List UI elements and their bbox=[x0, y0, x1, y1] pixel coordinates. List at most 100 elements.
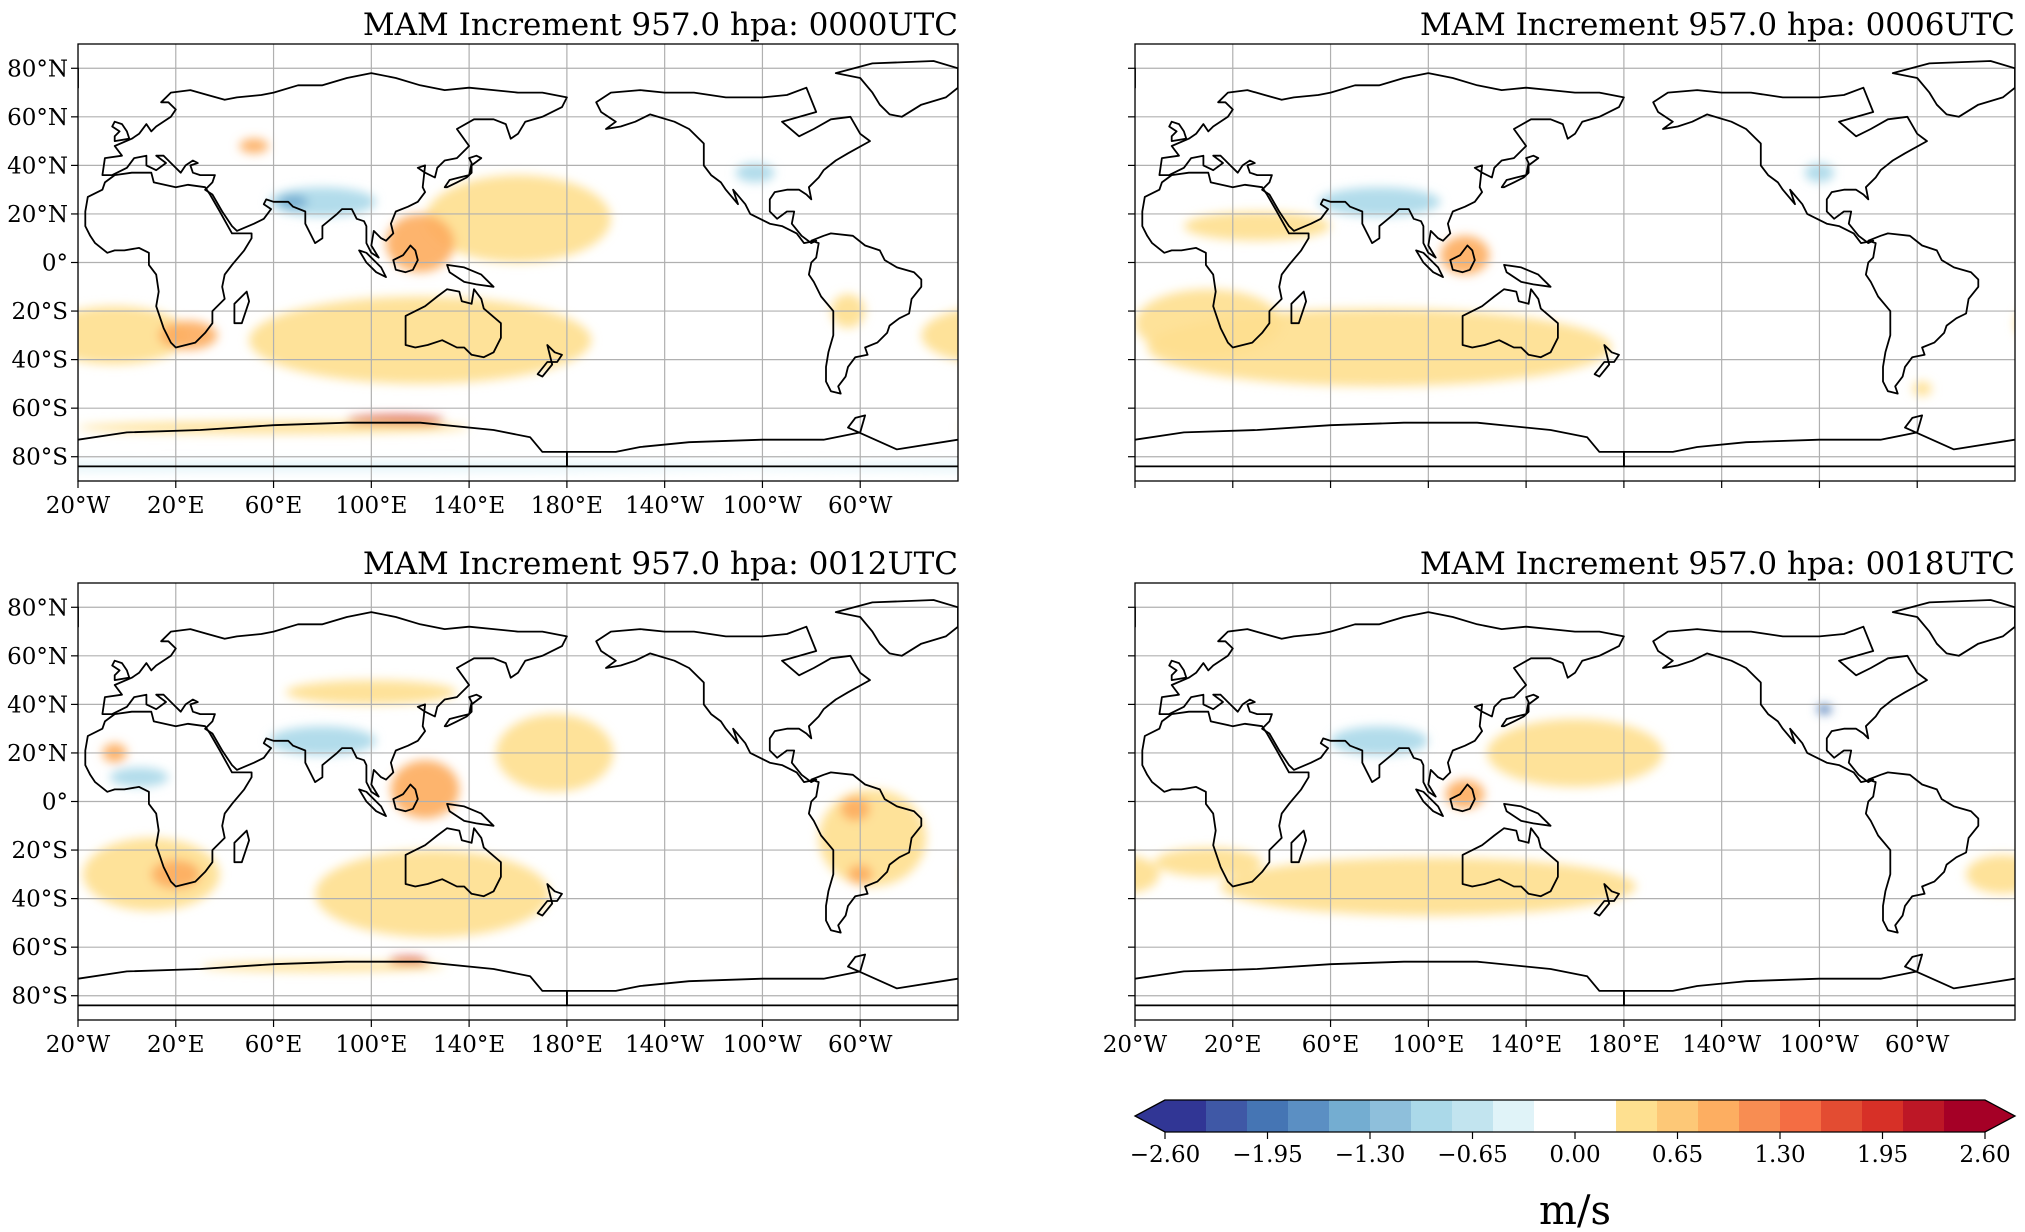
coastline bbox=[1865, 232, 1980, 395]
colorbar-swatch bbox=[1698, 1100, 1740, 1132]
coastline bbox=[1461, 288, 1559, 359]
colorbar-swatch bbox=[1411, 1100, 1453, 1132]
coastline bbox=[111, 120, 131, 142]
coastline bbox=[1449, 244, 1476, 274]
lat-tick-label: 40°N bbox=[7, 153, 68, 179]
coastline bbox=[358, 788, 387, 817]
increment-blob bbox=[735, 162, 775, 183]
coastline bbox=[101, 72, 568, 259]
colorbar-swatch bbox=[1944, 1100, 1986, 1132]
colorbar-swatch bbox=[1575, 1100, 1617, 1132]
lon-tick-label: 100°W bbox=[723, 1032, 802, 1058]
coastline bbox=[1135, 606, 1136, 628]
colorbar-tick-label: 0.00 bbox=[1549, 1142, 1600, 1168]
colorbar-swatch bbox=[1616, 1100, 1658, 1132]
coastline bbox=[1593, 883, 1620, 917]
increment-blob bbox=[390, 760, 460, 819]
increment-blob bbox=[1966, 854, 2015, 894]
colorbar-tick-label: 0.65 bbox=[1652, 1142, 1703, 1168]
coastline bbox=[443, 154, 483, 189]
increment-blob bbox=[990, 768, 1049, 787]
map-panel-2: MAM Increment 957.0 hpa: 0006UTC bbox=[986, 7, 2016, 488]
coastline bbox=[1141, 710, 1310, 888]
colorbar-min-extend bbox=[1135, 1100, 1165, 1132]
coastline bbox=[84, 710, 253, 888]
lat-tick-label: 60°N bbox=[7, 644, 68, 670]
colorbar-swatch bbox=[1903, 1100, 1945, 1132]
coastline bbox=[446, 264, 495, 288]
colorbar-unit-label: m/s bbox=[1539, 1188, 1611, 1232]
coastline bbox=[566, 414, 958, 468]
map-panel-1: 80°N 60°N 40°N 20°N 0° 20°S 40°S 60°S 80°S 20°E 60… bbox=[7, 7, 1129, 519]
colorbar-swatch bbox=[1739, 1100, 1781, 1132]
increment-blob bbox=[249, 296, 592, 384]
lon-tick-label: 100°E bbox=[335, 493, 407, 519]
colorbar-tick-label: 1.95 bbox=[1857, 1142, 1908, 1168]
lon-tick-label: 60°W bbox=[1885, 1032, 1950, 1058]
lon-tick-label: 180°E bbox=[531, 493, 603, 519]
lon-tick-label: 100°E bbox=[335, 1032, 407, 1058]
colorbar-swatch bbox=[1821, 1100, 1863, 1132]
colorbar-swatch bbox=[1206, 1100, 1248, 1132]
lon-tick-label: 180°E bbox=[1588, 1032, 1660, 1058]
increment-blob bbox=[1912, 381, 1932, 397]
coastline bbox=[1503, 264, 1552, 288]
lat-tick-label: 40°S bbox=[11, 348, 68, 374]
coastline bbox=[101, 611, 568, 798]
coastline bbox=[808, 771, 923, 934]
lon-tick-label: 60°W bbox=[828, 493, 893, 519]
increment-field bbox=[82, 680, 1100, 972]
lon-tick-label: 140°E bbox=[433, 493, 505, 519]
coastline bbox=[1114, 292, 1129, 324]
coastline bbox=[1158, 611, 1625, 798]
increment-blob bbox=[982, 743, 1006, 762]
colorbar-swatch bbox=[1862, 1100, 1904, 1132]
increment-blob bbox=[1135, 289, 1282, 358]
lat-tick-label: 60°N bbox=[7, 105, 68, 131]
lon-tick-label: 20°E bbox=[147, 1032, 205, 1058]
panel-title: MAM Increment 957.0 hpa: 0018UTC bbox=[1420, 546, 2015, 582]
coastline bbox=[358, 249, 387, 278]
colorbar-tick-label: −2.60 bbox=[1130, 1142, 1200, 1168]
lat-tick-label: 40°S bbox=[11, 887, 68, 913]
increment-blob bbox=[158, 320, 218, 350]
coastlines bbox=[78, 599, 958, 1007]
panel-title: MAM Increment 957.0 hpa: 0000UTC bbox=[363, 7, 958, 43]
coastline bbox=[446, 803, 495, 827]
increment-field bbox=[1135, 704, 2015, 916]
coastline bbox=[1461, 827, 1559, 898]
coastline bbox=[1865, 771, 1980, 934]
lat-tick-label: 20°N bbox=[7, 202, 68, 228]
coastline bbox=[233, 829, 250, 864]
lon-tick-label: 60°E bbox=[245, 1032, 303, 1058]
increment-blob bbox=[963, 838, 1100, 911]
lat-tick-label: 0° bbox=[42, 251, 68, 277]
lon-tick-label: 20°W bbox=[46, 493, 111, 519]
coastline bbox=[536, 883, 563, 917]
colorbar-tick-label: 2.60 bbox=[1959, 1142, 2010, 1168]
coastline bbox=[1503, 803, 1552, 827]
lon-tick-label: 20°W bbox=[46, 1032, 111, 1058]
gridlines bbox=[78, 44, 958, 481]
lat-tick-label: 40°N bbox=[7, 692, 68, 718]
colorbar-swatch bbox=[1780, 1100, 1822, 1132]
coastlines bbox=[1135, 599, 2015, 1007]
colorbar-tick-label: −0.65 bbox=[1437, 1142, 1507, 1168]
coastline bbox=[1891, 599, 2015, 657]
coastline bbox=[1415, 249, 1444, 278]
lon-tick-label: 100°E bbox=[1392, 1032, 1464, 1058]
colorbar-swatch bbox=[1288, 1100, 1330, 1132]
lon-tick-label: 20°E bbox=[1204, 1032, 1262, 1058]
coastline bbox=[1290, 829, 1307, 864]
lat-tick-label: 20°N bbox=[7, 741, 68, 767]
coastline bbox=[1500, 154, 1540, 189]
coastline bbox=[595, 625, 871, 783]
coastline bbox=[404, 827, 502, 898]
coastline bbox=[986, 233, 1098, 393]
lon-tick-label: 180°E bbox=[531, 1032, 603, 1058]
increment-blob bbox=[109, 767, 169, 787]
colorbar-swatch bbox=[1534, 1100, 1576, 1132]
colorbar-tick-label: −1.30 bbox=[1335, 1142, 1405, 1168]
lon-tick-label: 140°W bbox=[1682, 1032, 1761, 1058]
increment-blob bbox=[315, 850, 550, 938]
